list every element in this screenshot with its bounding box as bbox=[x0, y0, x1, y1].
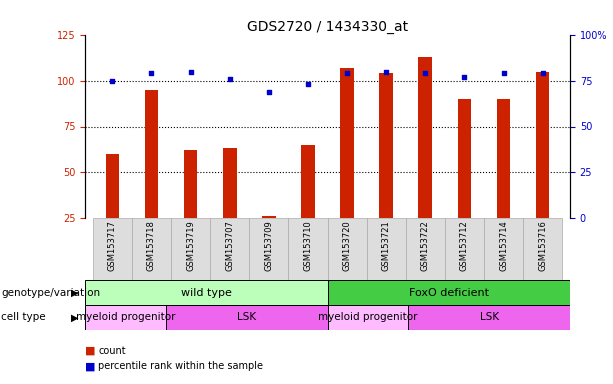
Bar bbox=[484, 218, 523, 280]
Point bbox=[186, 68, 196, 74]
Point bbox=[381, 68, 391, 74]
Text: ■: ■ bbox=[85, 361, 96, 371]
Text: FoxO deficient: FoxO deficient bbox=[409, 288, 489, 298]
Point bbox=[107, 78, 117, 84]
Text: genotype/variation: genotype/variation bbox=[1, 288, 101, 298]
Bar bbox=[379, 73, 393, 264]
Text: percentile rank within the sample: percentile rank within the sample bbox=[99, 361, 264, 371]
Text: GSM153721: GSM153721 bbox=[382, 220, 390, 271]
Text: GSM153719: GSM153719 bbox=[186, 220, 195, 271]
Text: GSM153712: GSM153712 bbox=[460, 220, 469, 271]
Bar bbox=[249, 218, 288, 280]
Point bbox=[421, 70, 430, 76]
Text: wild type: wild type bbox=[181, 288, 232, 298]
Bar bbox=[145, 90, 158, 264]
Text: GSM153722: GSM153722 bbox=[421, 220, 430, 271]
Bar bbox=[497, 99, 511, 264]
Bar bbox=[85, 305, 166, 330]
Bar bbox=[132, 218, 171, 280]
Bar bbox=[419, 57, 432, 264]
Text: LSK: LSK bbox=[479, 313, 499, 323]
Bar bbox=[93, 218, 132, 280]
Title: GDS2720 / 1434330_at: GDS2720 / 1434330_at bbox=[247, 20, 408, 34]
Bar bbox=[367, 218, 406, 280]
Bar bbox=[523, 218, 562, 280]
Text: ▶: ▶ bbox=[71, 313, 79, 323]
Bar bbox=[536, 71, 549, 264]
Bar bbox=[210, 218, 249, 280]
Bar bbox=[408, 305, 570, 330]
Point bbox=[303, 81, 313, 88]
Text: GSM153709: GSM153709 bbox=[264, 220, 273, 271]
Text: LSK: LSK bbox=[237, 313, 256, 323]
Bar bbox=[301, 145, 315, 264]
Point bbox=[498, 70, 508, 76]
Bar bbox=[340, 68, 354, 264]
Bar bbox=[105, 154, 119, 264]
Bar bbox=[171, 218, 210, 280]
Bar bbox=[184, 150, 197, 264]
Text: cell type: cell type bbox=[1, 313, 46, 323]
Text: GSM153717: GSM153717 bbox=[108, 220, 117, 271]
Bar bbox=[288, 218, 327, 280]
Text: GSM153710: GSM153710 bbox=[303, 220, 313, 271]
Bar bbox=[223, 149, 237, 264]
Bar bbox=[406, 218, 445, 280]
Text: myeloid progenitor: myeloid progenitor bbox=[75, 313, 175, 323]
Text: count: count bbox=[99, 346, 126, 356]
Point bbox=[460, 74, 470, 80]
Bar bbox=[457, 99, 471, 264]
Bar bbox=[166, 305, 327, 330]
Text: GSM153720: GSM153720 bbox=[343, 220, 352, 271]
Point bbox=[225, 76, 235, 82]
Bar bbox=[262, 216, 276, 264]
Bar bbox=[327, 280, 570, 305]
Text: GSM153718: GSM153718 bbox=[147, 220, 156, 271]
Bar bbox=[445, 218, 484, 280]
Point bbox=[147, 70, 156, 76]
Text: myeloid progenitor: myeloid progenitor bbox=[318, 313, 417, 323]
Point bbox=[342, 70, 352, 76]
Point bbox=[538, 70, 547, 76]
Point bbox=[264, 89, 274, 95]
Bar bbox=[327, 218, 367, 280]
Text: ▶: ▶ bbox=[71, 288, 79, 298]
Text: GSM153714: GSM153714 bbox=[499, 220, 508, 271]
Text: ■: ■ bbox=[85, 346, 96, 356]
Bar bbox=[327, 305, 408, 330]
Text: GSM153707: GSM153707 bbox=[225, 220, 234, 271]
Bar bbox=[85, 280, 327, 305]
Text: GSM153716: GSM153716 bbox=[538, 220, 547, 271]
